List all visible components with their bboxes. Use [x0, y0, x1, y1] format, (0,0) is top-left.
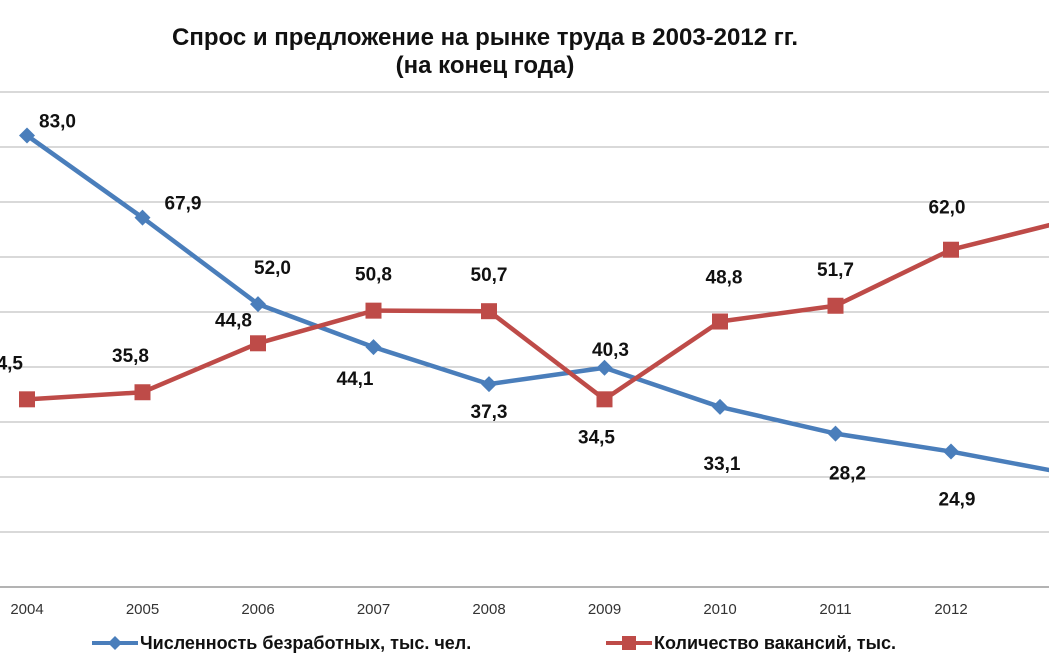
- series-line: [26, 222, 1049, 402]
- data-label: 44,8: [215, 310, 252, 331]
- data-point: [596, 391, 613, 408]
- data-point: [250, 335, 266, 352]
- data-label: 28,2: [829, 464, 866, 485]
- data-label: 48,8: [706, 268, 743, 289]
- data-label: 33,1: [704, 454, 741, 475]
- x-tick-label: 2006: [241, 601, 274, 618]
- data-label: 44,1: [337, 369, 374, 390]
- data-point: [827, 425, 844, 442]
- data-point: [19, 391, 35, 408]
- legend-item-vacancies: Количество вакансий, тыс.: [606, 630, 896, 656]
- data-point: [712, 313, 728, 330]
- data-point: [134, 384, 151, 401]
- legend-item-unemployed: Численность безработных, тыс. чел.: [92, 630, 471, 656]
- x-tick-label: 2004: [10, 601, 43, 618]
- data-label: 52,0: [254, 258, 291, 279]
- series-line: [25, 133, 1049, 473]
- legend-swatch-unemployed: [92, 633, 138, 653]
- data-label: 35,8: [112, 346, 149, 367]
- data-point: [19, 127, 35, 144]
- data-point: [481, 376, 497, 393]
- x-tick-label: 2011: [819, 601, 851, 618]
- x-tick-label: 2010: [703, 601, 736, 618]
- chart-title: Спрос и предложение на рынке труда в 200…: [171, 24, 798, 51]
- chart-subtitle: (на конец года): [395, 52, 575, 79]
- data-label: 83,0: [39, 111, 76, 132]
- data-point: [365, 339, 382, 356]
- data-label: 34,5: [0, 353, 23, 374]
- x-tick-label: 2009: [588, 601, 621, 618]
- data-label: 34,5: [578, 427, 615, 448]
- data-label: 40,3: [592, 340, 629, 361]
- x-tick-label: 2008: [472, 601, 505, 618]
- data-point: [827, 297, 844, 314]
- data-label: 50,8: [355, 265, 392, 286]
- data-label: 37,3: [471, 402, 508, 423]
- data-point: [134, 209, 151, 226]
- data-point: [365, 302, 382, 319]
- data-point: [250, 296, 266, 313]
- data-point: [596, 359, 613, 376]
- data-label: 24,9: [939, 490, 976, 511]
- data-point: [943, 443, 959, 460]
- x-tick-label: 2012: [934, 601, 967, 618]
- legend-swatch-vacancies: [606, 633, 652, 653]
- data-label: 67,9: [165, 194, 202, 215]
- data-label: 62,0: [929, 198, 966, 219]
- data-point: [943, 241, 959, 258]
- data-point: [481, 303, 497, 320]
- data-point: [712, 398, 728, 415]
- line-chart: 2004200520062007200820092010201120122сен…: [0, 91, 1049, 618]
- legend-label-unemployed: Численность безработных, тыс. чел.: [140, 632, 472, 653]
- data-label: 51,7: [817, 260, 854, 281]
- x-tick-label: 2005: [126, 601, 159, 618]
- data-label: 50,7: [471, 265, 508, 286]
- x-tick-label: 2007: [357, 601, 390, 618]
- legend-label-vacancies: Количество вакансий, тыс.: [654, 632, 896, 653]
